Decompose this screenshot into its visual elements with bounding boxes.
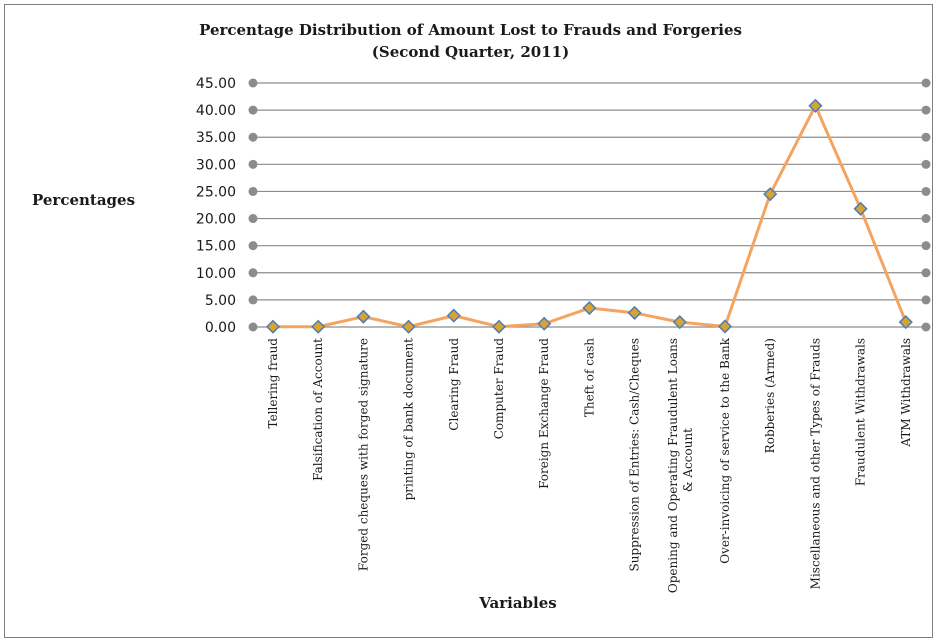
gridline-end-dot xyxy=(921,105,931,115)
data-point-marker xyxy=(265,319,281,334)
gridline-end-dot xyxy=(921,268,931,278)
y-tick-label: 35.00 xyxy=(196,130,236,146)
x-tick-label: Forged cheques with forged signature xyxy=(356,338,370,571)
series-line xyxy=(273,104,908,329)
x-axis-label: Variables xyxy=(479,594,557,612)
gridline-end-dot xyxy=(248,159,258,169)
x-tick-label: Foreign Exchange Fraud xyxy=(537,338,551,489)
gridline-end-dot xyxy=(248,214,258,224)
data-point-marker xyxy=(582,300,597,316)
gridline-end-dot xyxy=(248,295,258,305)
data-point-marker xyxy=(898,315,913,330)
x-tick-label: Clearing Fraud xyxy=(447,338,461,431)
y-tick-label: 40.00 xyxy=(196,103,236,119)
data-point-marker xyxy=(491,319,507,334)
gridline-end-dot xyxy=(248,78,258,88)
data-point-marker xyxy=(808,98,823,113)
data-point-marker xyxy=(311,319,326,334)
y-tick-label: 5.00 xyxy=(205,293,236,309)
data-point-marker xyxy=(627,305,642,320)
x-tick-label: Falsification of Account xyxy=(311,338,325,481)
data-point-marker xyxy=(717,319,733,334)
data-point-marker xyxy=(446,308,461,323)
x-tick-label: Theft of cash xyxy=(582,338,596,417)
data-point-marker xyxy=(853,201,868,216)
x-tick-label: Robberies (Armed) xyxy=(763,338,777,453)
chart-title: Percentage Distribution of Amount Lost t… xyxy=(199,21,742,39)
data-point-marker xyxy=(672,315,687,330)
gridline-end-dot xyxy=(248,105,258,115)
y-axis-label: Percentages xyxy=(32,191,136,209)
y-tick-label: 30.00 xyxy=(196,157,236,173)
gridline-end-dot xyxy=(921,322,931,332)
x-tick-label: Suppression of Entries: Cash/Cheques xyxy=(628,338,642,572)
data-point-marker xyxy=(763,187,778,202)
data-point-marker xyxy=(356,309,371,324)
gridline-end-dot xyxy=(248,132,258,142)
gridline-end-dot xyxy=(248,186,258,196)
data-point-marker xyxy=(537,316,552,331)
x-tick-label: ATM Withdrawals xyxy=(899,338,913,448)
gridline-end-dot xyxy=(921,295,931,305)
x-tick-label: printing of bank document xyxy=(402,338,416,501)
y-tick-label: 10.00 xyxy=(196,266,236,282)
x-tick-label: Opening and Operating Fraudulent Loans& … xyxy=(666,338,695,593)
x-tick-label: Tellering fraud xyxy=(266,338,280,429)
y-tick-label: 45.00 xyxy=(196,76,236,92)
chart-subtitle: (Second Quarter, 2011) xyxy=(371,43,570,61)
y-tick-label: 25.00 xyxy=(196,184,236,200)
gridline-end-dot xyxy=(921,132,931,142)
gridline-end-dot xyxy=(248,241,258,251)
gridline-end-dot xyxy=(248,268,258,278)
x-tick-label: Fraudulent Withdrawals xyxy=(854,338,868,486)
y-tick-label: 20.00 xyxy=(196,212,236,228)
gridline-end-dot xyxy=(248,322,258,332)
x-tick-label: Miscellaneous and other Types of Frauds xyxy=(808,338,822,589)
gridline-end-dot xyxy=(921,241,931,251)
gridline-end-dot xyxy=(921,186,931,196)
gridline-end-dot xyxy=(921,78,931,88)
y-tick-label: 0.00 xyxy=(205,320,236,336)
gridline-end-dot xyxy=(921,214,931,224)
x-tick-label: Over-invoicing of service to the Bank xyxy=(718,337,732,563)
data-point-marker xyxy=(401,319,416,334)
y-tick-label: 15.00 xyxy=(196,239,236,255)
x-tick-label: Computer Fraud xyxy=(492,338,506,440)
chart-title-block: Percentage Distribution of Amount Lost t… xyxy=(0,19,941,63)
gridline-end-dot xyxy=(921,159,931,169)
